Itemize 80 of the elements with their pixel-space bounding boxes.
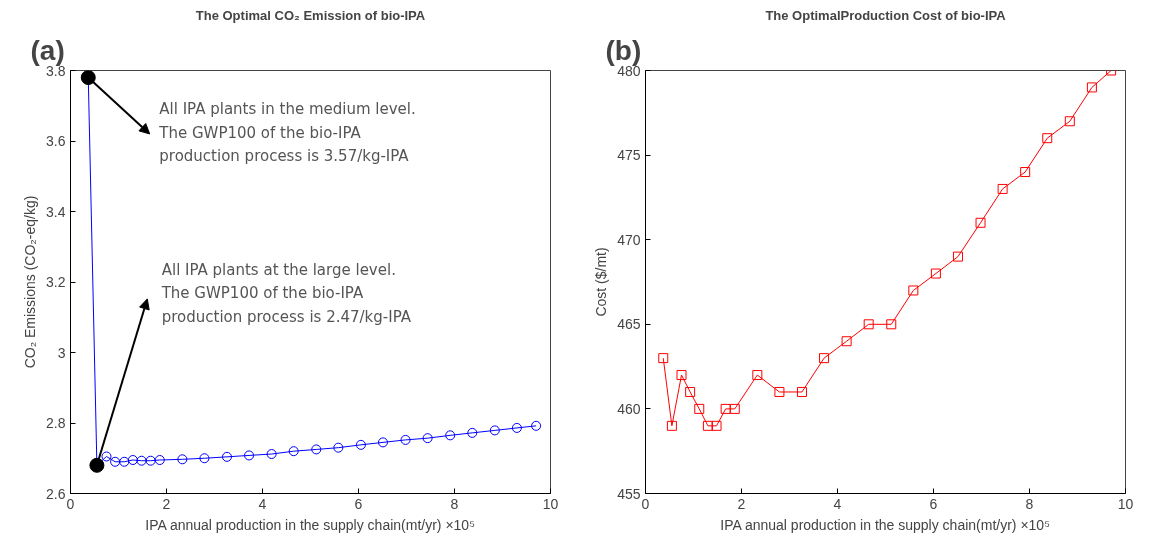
chart-title: The Optimal CO₂ Emission of bio-IPA: [195, 7, 426, 23]
y-tick-label: 3.4: [46, 203, 66, 220]
point: [177, 454, 188, 465]
y-tick-label: 465: [617, 316, 641, 333]
point: [355, 439, 366, 450]
point: [221, 451, 232, 462]
x-tick-label: 6: [929, 495, 938, 512]
point: [752, 370, 763, 381]
point: [145, 455, 156, 466]
point: [711, 420, 722, 431]
point: [127, 455, 138, 465]
x-tick-label: 8: [450, 495, 459, 512]
point: [467, 427, 478, 438]
x-tick-label: 6: [354, 495, 363, 512]
point: [774, 386, 785, 397]
point: [422, 433, 433, 444]
y-tick-label: 460: [617, 400, 641, 417]
point: [694, 403, 705, 414]
point: [930, 268, 941, 279]
point: [311, 444, 322, 455]
point: [154, 455, 165, 465]
point: [333, 442, 344, 453]
point: [489, 425, 500, 436]
x-axis-title: IPA annual production in the supply chain(mt/yr) ×10⁵: [145, 516, 475, 533]
y-tick-label: 455: [617, 485, 641, 502]
point: [729, 403, 740, 414]
point: [1064, 116, 1075, 127]
annotation: All IPA plants at the large level. The GWP100 of the bio-IPA production process is 2.47/kg-IPA: [160, 260, 412, 326]
point: [952, 251, 963, 262]
y-axis-title: CO₂ Emissions (CO₂-eq/kg): [22, 195, 39, 369]
y-axis-title: Cost ($/mt): [593, 247, 610, 317]
x-tick-label: 0: [641, 495, 650, 512]
point: [819, 353, 830, 364]
point: [685, 386, 696, 397]
point: [119, 456, 130, 467]
chart-title: The OptimalProduction Cost of bio-IPA: [765, 7, 1007, 23]
point: [266, 449, 277, 460]
annotation: All IPA plants in the medium level. The GWP100 of the bio-IPA production process is 3.57/kg-IPA: [158, 100, 416, 165]
point: [863, 319, 874, 330]
point: [511, 422, 522, 433]
point: [199, 453, 210, 464]
point: [101, 451, 112, 462]
y-tick-label: 2.8: [46, 415, 66, 431]
point: [1020, 167, 1031, 178]
x-tick-label: 0: [66, 495, 75, 512]
y-tick-label: 3.2: [46, 274, 66, 290]
point: [975, 217, 986, 228]
point: [445, 430, 456, 441]
point: [997, 183, 1008, 194]
x-tick-label: 10: [1117, 495, 1134, 512]
y-tick-label: 2.6: [46, 485, 66, 502]
point: [666, 420, 677, 431]
point: [377, 437, 388, 448]
x-tick-label: 4: [833, 495, 842, 512]
point: [1042, 133, 1053, 144]
point: [720, 403, 731, 414]
point: [400, 434, 411, 445]
point: [702, 420, 713, 431]
point: [136, 455, 147, 466]
point: [110, 456, 121, 467]
point: [244, 450, 255, 461]
point: [908, 285, 919, 296]
y-tick-label: 475: [617, 147, 641, 164]
point: [841, 336, 852, 347]
x-axis-title: IPA annual production in the supply chain(mt/yr) ×10⁵: [720, 516, 1050, 533]
y-tick-label: 3.6: [46, 133, 66, 149]
point: [1086, 82, 1097, 93]
y-tick-label: 470: [617, 231, 641, 248]
x-tick-label: 2: [162, 495, 171, 512]
x-tick-label: 4: [258, 495, 267, 512]
point: [676, 370, 687, 381]
x-tick-label: 8: [1025, 495, 1034, 512]
point: [658, 353, 669, 364]
y-tick-label: 3: [57, 344, 66, 361]
point: [531, 420, 542, 431]
point: [288, 446, 299, 457]
x-tick-label: 10: [542, 495, 559, 512]
point: [796, 386, 807, 397]
x-tick-label: 2: [737, 495, 746, 512]
point: [886, 319, 897, 330]
